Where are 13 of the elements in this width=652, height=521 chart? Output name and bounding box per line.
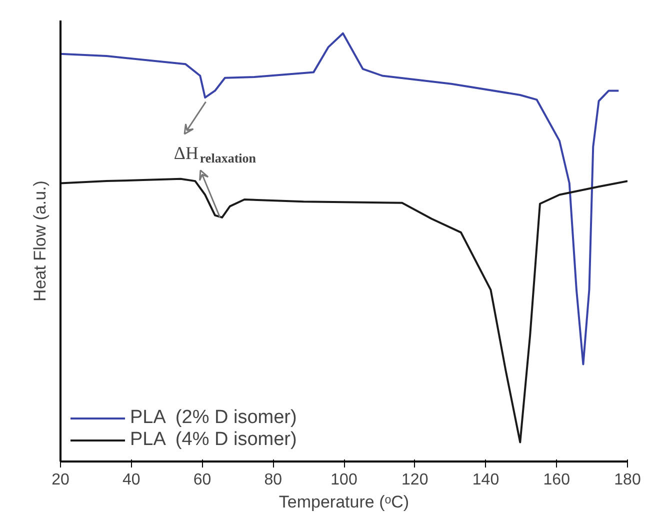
x-tick-label: 80 [264, 472, 282, 488]
x-tick-label: 120 [402, 472, 428, 488]
legend-label: PLA (4% D isomer) [130, 429, 297, 451]
legend-label: PLA (2% D isomer) [130, 407, 297, 429]
y-axis-title: Heat Flow (a.u.) [30, 180, 50, 302]
x-axis-title: Temperature (ᵒC) [278, 492, 410, 512]
x-tick-label: 60 [193, 472, 212, 488]
x-tick-label: 40 [122, 472, 140, 488]
x-tick-label: 160 [543, 472, 570, 488]
x-tick-label: 20 [52, 472, 70, 488]
x-tick-label: 140 [472, 472, 500, 488]
x-tick-label: 180 [614, 472, 641, 488]
x-tick-label: 100 [330, 472, 358, 488]
